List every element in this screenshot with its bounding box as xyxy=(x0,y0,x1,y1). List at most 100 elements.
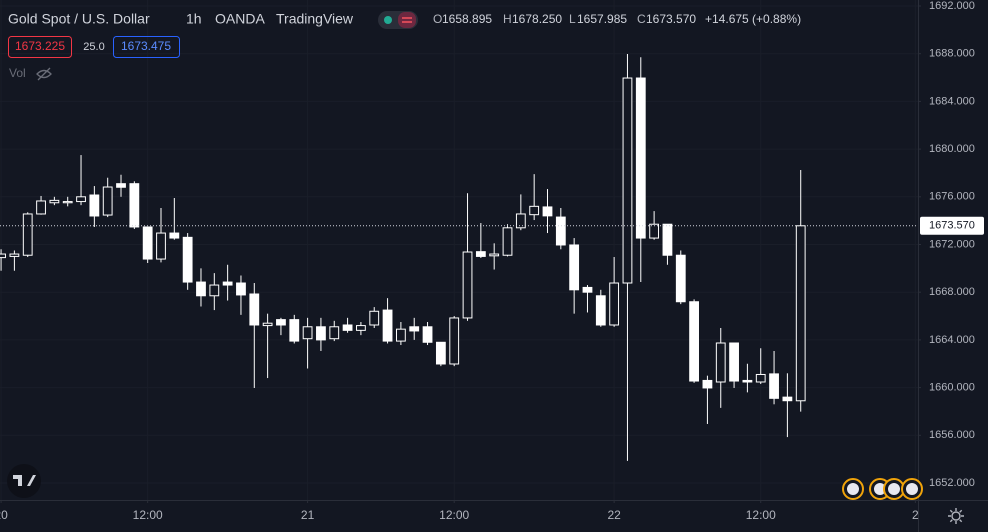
candle-body-down xyxy=(689,301,699,382)
high-value: 1678.250 xyxy=(512,12,562,26)
candle-body-down xyxy=(236,282,246,296)
y-tick-label: 1660.000 xyxy=(929,382,975,394)
candle-body-down xyxy=(222,281,233,286)
candle-body-down xyxy=(276,319,286,326)
candle-body-down xyxy=(249,293,260,326)
axes: 1652.000 1656.000 1660.000 1664.000 1668.000… xyxy=(0,0,984,522)
candle-body-up xyxy=(209,284,220,297)
candle-body-up xyxy=(609,282,620,326)
x-tick-label: 22 xyxy=(607,508,621,522)
high-key: H xyxy=(503,12,512,26)
y-tick-label: 1676.000 xyxy=(929,191,975,203)
candle-body-up xyxy=(369,310,380,326)
event-flag-inner xyxy=(847,483,859,495)
candle-body-down xyxy=(116,183,126,188)
candle-body-down xyxy=(702,379,713,389)
candle-body-up xyxy=(715,342,726,383)
candle-body-down xyxy=(435,341,446,365)
y-tick-label: 1656.000 xyxy=(929,429,975,441)
close-value: 1673.570 xyxy=(646,12,696,26)
grid xyxy=(0,0,918,500)
candle-body-down xyxy=(316,326,326,341)
logo-mark xyxy=(13,475,36,486)
eye-slash[interactable] xyxy=(37,67,51,81)
x-tick-label: 12:00 xyxy=(746,508,776,522)
x-tick-label: 20 xyxy=(0,508,8,522)
candle-body-down xyxy=(382,309,393,342)
candle-body-down xyxy=(742,379,753,383)
x-tick-label: 12:00 xyxy=(133,508,163,522)
candle-body-up xyxy=(795,225,806,402)
candle-body-down xyxy=(782,396,793,402)
candle-body-up xyxy=(462,251,473,319)
x-tick-label: 21 xyxy=(301,508,315,522)
logo-bg[interactable] xyxy=(7,464,41,498)
ask-box[interactable] xyxy=(113,36,180,58)
bid[interactable]: 1673.225 xyxy=(15,39,65,53)
candle-body-down xyxy=(342,324,353,331)
low-key: L xyxy=(569,12,576,26)
candle-body-down xyxy=(769,373,779,399)
candle-body-up xyxy=(62,201,73,204)
current-price-label: 1673.570 xyxy=(929,220,975,232)
candle-body-up xyxy=(76,196,86,203)
candle-body-down xyxy=(182,236,193,283)
candle-body-up xyxy=(649,223,660,239)
x-tick-label: 12:00 xyxy=(439,508,469,522)
bid-box[interactable] xyxy=(8,36,72,58)
candle-body-down xyxy=(475,251,486,257)
candle-body-up xyxy=(49,199,60,204)
candle-body-down xyxy=(169,232,180,239)
event-flag-inner xyxy=(874,483,886,495)
candle-body-up xyxy=(356,325,366,331)
flag-icon xyxy=(402,17,412,23)
event-flag-inner xyxy=(888,483,900,495)
candle-body-up xyxy=(329,326,340,340)
close-key: C xyxy=(637,12,646,26)
y-tick-label: 1692.000 xyxy=(929,0,975,12)
y-tick-label: 1688.000 xyxy=(929,48,975,60)
candle-body-down xyxy=(675,254,686,303)
candle-body-up xyxy=(22,213,33,256)
candle-body-up xyxy=(36,200,46,215)
candle-body-down xyxy=(555,216,566,246)
event-flag-inner xyxy=(906,483,918,495)
toggle-buttons[interactable] xyxy=(378,11,418,29)
status-dot xyxy=(384,16,392,24)
candle-body-up xyxy=(489,253,500,257)
candles xyxy=(0,54,918,461)
tv-logo[interactable] xyxy=(7,464,41,498)
gear-center[interactable] xyxy=(951,511,961,521)
candle-body-up xyxy=(449,317,460,365)
candle-body-down xyxy=(196,281,206,297)
y-tick-label: 1680.000 xyxy=(929,143,975,155)
settings-gear[interactable] xyxy=(948,508,964,524)
exchange: OANDA xyxy=(215,11,265,27)
candle-body-up xyxy=(502,227,513,256)
gear-teeth[interactable] xyxy=(948,508,964,524)
y-tick-label: 1668.000 xyxy=(929,286,975,298)
candle-body-down xyxy=(89,194,100,217)
open-value: 1658.895 xyxy=(442,12,492,26)
candle-body-up xyxy=(9,253,20,257)
flag-button[interactable] xyxy=(398,12,416,28)
current-price-box xyxy=(920,216,984,235)
candle-body-up xyxy=(262,322,273,327)
open-key: O xyxy=(433,12,442,26)
candle-body-down xyxy=(289,319,300,342)
event-icons[interactable] xyxy=(842,478,923,500)
hide-icon[interactable] xyxy=(36,67,52,81)
change: +14.675 (+0.88%) xyxy=(705,12,801,26)
interval: 1h xyxy=(186,11,202,27)
ask[interactable]: 1673.475 xyxy=(121,39,171,53)
spread: 25.0 xyxy=(83,41,104,53)
candle-body-up xyxy=(302,326,313,340)
y-tick-label: 1664.000 xyxy=(929,334,975,346)
candle-body-down xyxy=(662,223,673,256)
y-tick-label: 1652.000 xyxy=(929,477,975,489)
candle-body-down xyxy=(569,244,580,291)
symbol: Gold Spot / U.S. Dollar xyxy=(8,11,150,27)
candle-body-down xyxy=(129,183,140,228)
candle-body-up xyxy=(156,232,166,260)
